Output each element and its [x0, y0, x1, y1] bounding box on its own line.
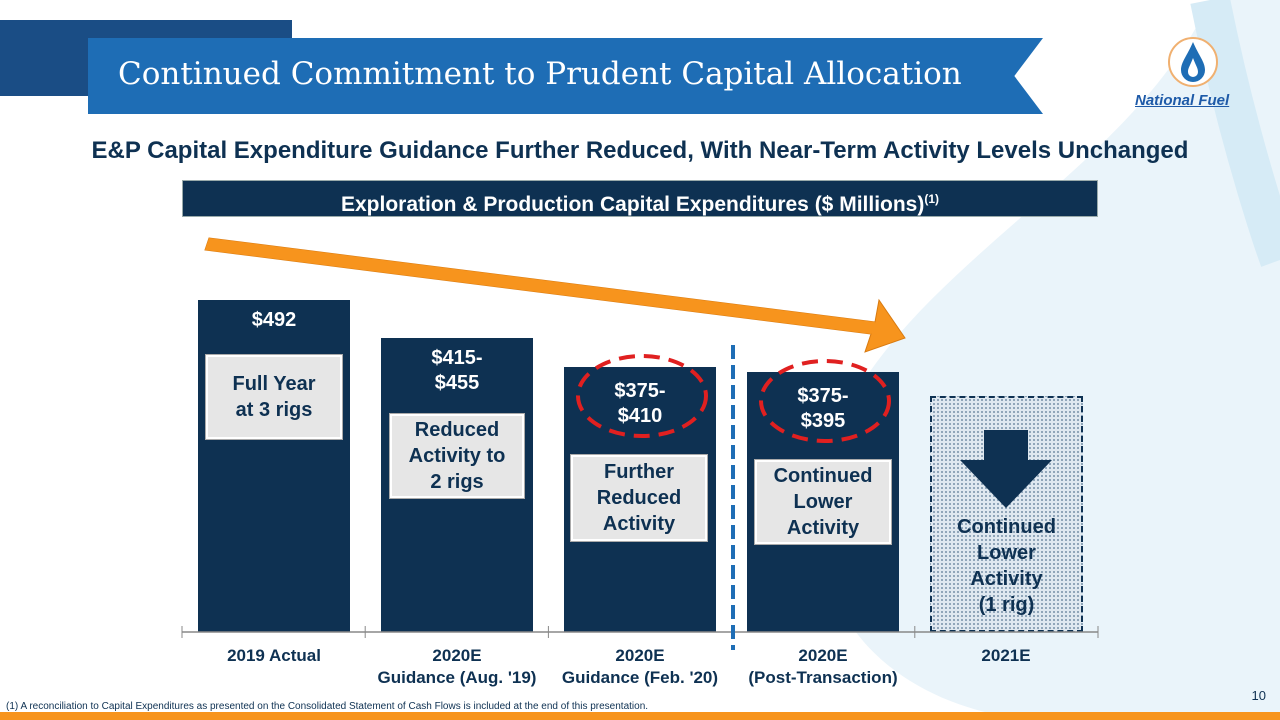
slide-title: Continued Commitment to Prudent Capital …: [118, 56, 962, 92]
value-label-line: $375-: [797, 385, 849, 408]
value-label-2: $375- $410: [564, 379, 716, 429]
x-axis: [181, 626, 1099, 638]
note-line: at 3 rigs: [235, 399, 313, 421]
highlight-ellipse-2: [576, 354, 708, 439]
x-tick-label-line: 2020E: [432, 646, 482, 665]
x-tick-label-0: 2019 Actual: [179, 645, 369, 689]
value-label-line: $455: [434, 372, 480, 395]
note-box-1: Reduced Activity to 2 rigs: [389, 413, 525, 499]
estimate-note-line: Activity: [970, 568, 1043, 590]
note-box-2: Further Reduced Activity: [570, 454, 708, 542]
value-label-1: $415- $455: [381, 346, 533, 396]
note-line: Continued: [773, 465, 873, 487]
title-band: [88, 38, 1043, 114]
x-tick-label-line: [179, 667, 369, 689]
value-label-line: $410: [617, 405, 663, 428]
chart-title-text: Exploration & Production Capital Expendi…: [340, 193, 925, 216]
x-tick-label-line: 2020E: [798, 646, 848, 665]
value-label-line: $395: [800, 410, 846, 433]
x-tick-label-line: 2020E: [615, 646, 665, 665]
note-line: Lower: [793, 491, 853, 513]
note-line: Activity to: [408, 445, 506, 467]
chart-title-footnote-marker: (1): [924, 192, 940, 206]
note-line: Activity: [786, 517, 860, 539]
x-tick-label-line: 2021E: [981, 646, 1031, 665]
x-tick-label-line: Guidance (Feb. '20): [561, 668, 719, 687]
x-tick-label-line: (Post-Transaction): [748, 668, 898, 687]
x-tick-label-line: Guidance (Aug. '19): [377, 668, 537, 687]
slide-subtitle: E&P Capital Expenditure Guidance Further…: [91, 137, 1189, 164]
x-tick-label-line: 2019 Actual: [227, 646, 321, 665]
estimate-note: Continued Lower Activity (1 rig): [930, 514, 1083, 618]
highlight-ellipse-3: [759, 359, 891, 444]
note-line: Full Year: [232, 373, 316, 395]
footer-accent-bar: [0, 712, 1280, 720]
note-line: 2 rigs: [430, 471, 484, 493]
trend-arrow: [204, 237, 906, 353]
value-label-3: $375- $395: [747, 384, 899, 434]
footnote: (1) A reconciliation to Capital Expendit…: [6, 701, 649, 712]
x-tick-label-4: 2021E: [911, 645, 1101, 689]
note-line: Reduced: [596, 487, 682, 509]
value-label-0: $492: [198, 308, 350, 333]
estimate-note-line: Continued: [957, 516, 1056, 538]
down-arrow-icon: [960, 430, 1052, 508]
page-number: 10: [1251, 688, 1266, 703]
value-label-line: $492: [251, 309, 297, 331]
national-fuel-flame-logo-icon: [1168, 37, 1218, 87]
guidance-divider-line: [731, 345, 735, 650]
estimate-note-line: Lower: [977, 542, 1036, 564]
estimate-note-line: (1 rig): [978, 594, 1035, 616]
note-line: Further: [604, 461, 674, 483]
note-box-3: Continued Lower Activity: [754, 459, 892, 545]
national-fuel-logo-text: National Fuel: [1135, 92, 1230, 109]
value-label-line: $375-: [614, 380, 666, 403]
x-tick-label-3: 2020E (Post-Transaction): [728, 645, 918, 689]
note-line: Reduced: [414, 419, 500, 441]
note-line: Activity: [602, 513, 676, 535]
note-box-0: Full Year at 3 rigs: [205, 354, 343, 440]
x-tick-label-1: 2020E Guidance (Aug. '19): [362, 645, 552, 689]
x-tick-label-2: 2020E Guidance (Feb. '20): [545, 645, 735, 689]
x-tick-label-line: [911, 667, 1101, 689]
value-label-line: $415-: [431, 347, 483, 370]
chart-title: Exploration & Production Capital Expendi…: [182, 180, 1098, 217]
